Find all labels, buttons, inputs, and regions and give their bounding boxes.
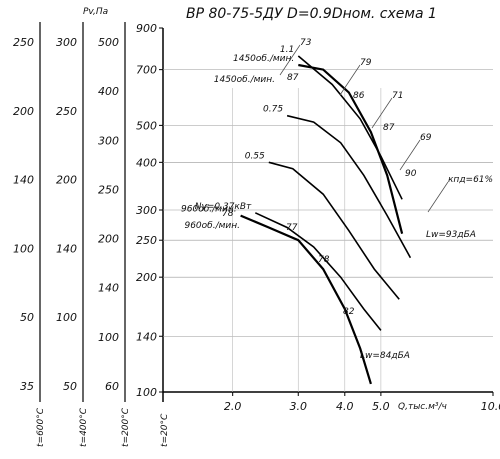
series-label: 0.75: [263, 105, 283, 115]
efficiency-ray: [339, 64, 361, 96]
secondary-tick-label: 60: [105, 380, 119, 393]
secondary-tick-label: 50: [20, 311, 34, 324]
secondary-tick-label: 100: [56, 311, 77, 324]
efficiency-label: 87: [287, 73, 299, 83]
secondary-axis-label: t=600°C: [36, 407, 46, 447]
series-label: Ny=0.37кВт: [195, 202, 252, 212]
y-tick-label: 900: [136, 22, 157, 35]
y-tick-label: 100: [136, 386, 157, 399]
y-tick-label: 400: [136, 156, 157, 169]
noise-label: Lw=84дБА: [360, 351, 410, 361]
speed-label: 1450об./мин.: [214, 75, 275, 85]
series-curve: [254, 212, 382, 331]
secondary-tick-label: 400: [98, 85, 119, 98]
series-label: 1450об./мин.: [233, 54, 294, 64]
efficiency-ray-label: 71: [392, 91, 403, 101]
series-label: 1.1: [280, 45, 294, 55]
axes-layer: [39, 22, 494, 402]
secondary-tick-label: 200: [13, 105, 34, 118]
efficiency-label: 78: [222, 209, 234, 219]
efficiency-ray-label: 69: [420, 133, 432, 143]
y-tick-label: 300: [136, 204, 157, 217]
secondary-tick-label: 300: [98, 134, 119, 147]
noise-label: Lw=93дБА: [426, 230, 476, 240]
series-label: 0.55: [245, 151, 265, 161]
secondary-tick-label: 200: [98, 233, 119, 246]
efficiency-label: 90: [405, 169, 417, 179]
secondary-tick-label: 200: [56, 174, 77, 187]
secondary-tick-label: 50: [63, 380, 77, 393]
chart-title: ВР 80-75-5ДУ D=0.9Dном. схема 1: [186, 6, 437, 22]
secondary-axis-label: t=200°C: [121, 407, 131, 447]
efficiency-ray-label: кпд=61%: [448, 175, 493, 185]
units-label: Pv,Па: [83, 7, 108, 17]
series-curve: [297, 55, 403, 200]
secondary-tick-label: 250: [56, 105, 77, 118]
secondary-tick-label: 250: [13, 36, 34, 49]
speed-label: 960об./мин.: [184, 221, 240, 231]
secondary-tick-label: 35: [20, 380, 34, 393]
series-curve: [240, 214, 372, 385]
x-tick-label: 3.0: [290, 400, 308, 413]
efficiency-ray: [371, 97, 393, 129]
efficiency-label: 78: [318, 255, 330, 265]
curves-layer: [240, 44, 449, 385]
x-tick-label: 4.0: [336, 400, 354, 413]
x-tick-label: 2.0: [224, 400, 242, 413]
series-curve: [286, 114, 412, 259]
efficiency-ray-label: 73: [300, 38, 312, 48]
x-axis-label: Q,тыс.м³/ч: [398, 402, 447, 412]
y-tick-label: 500: [136, 119, 157, 132]
efficiency-ray: [427, 181, 449, 213]
secondary-axis-label: t=400°C: [79, 407, 89, 447]
secondary-tick-label: 100: [98, 331, 119, 344]
series-curve: [298, 63, 404, 234]
x-tick-label: 10.0: [481, 400, 500, 413]
labels-layer: 900 700 500 400 300 250 200 140 100 2.0 3.0 4.0 5.0 1…: [13, 7, 500, 447]
y-tick-label: 250: [136, 234, 157, 247]
efficiency-label: 86: [353, 91, 365, 101]
y-tick-label: 200: [136, 271, 157, 284]
efficiency-label: 87: [383, 123, 395, 133]
x-tick-label: 5.0: [372, 400, 390, 413]
secondary-tick-label: 250: [98, 183, 119, 196]
efficiency-label: 82: [343, 307, 355, 317]
main-axis-label: t=20°C: [160, 413, 170, 447]
series-curve: [268, 161, 400, 300]
y-tick-label: 700: [136, 64, 157, 77]
secondary-tick-label: 140: [13, 174, 34, 187]
efficiency-ray: [399, 139, 421, 171]
secondary-tick-label: 100: [13, 242, 34, 255]
efficiency-ray-label: 79: [360, 58, 372, 68]
y-tick-label: 140: [136, 330, 157, 343]
secondary-tick-label: 300: [56, 36, 77, 49]
secondary-tick-label: 500: [98, 36, 119, 49]
efficiency-ray: [279, 44, 301, 76]
secondary-tick-label: 140: [98, 282, 119, 295]
secondary-tick-label: 140: [56, 242, 77, 255]
efficiency-label: 77: [286, 223, 298, 233]
series-label: 960об./мин.: [181, 205, 237, 215]
